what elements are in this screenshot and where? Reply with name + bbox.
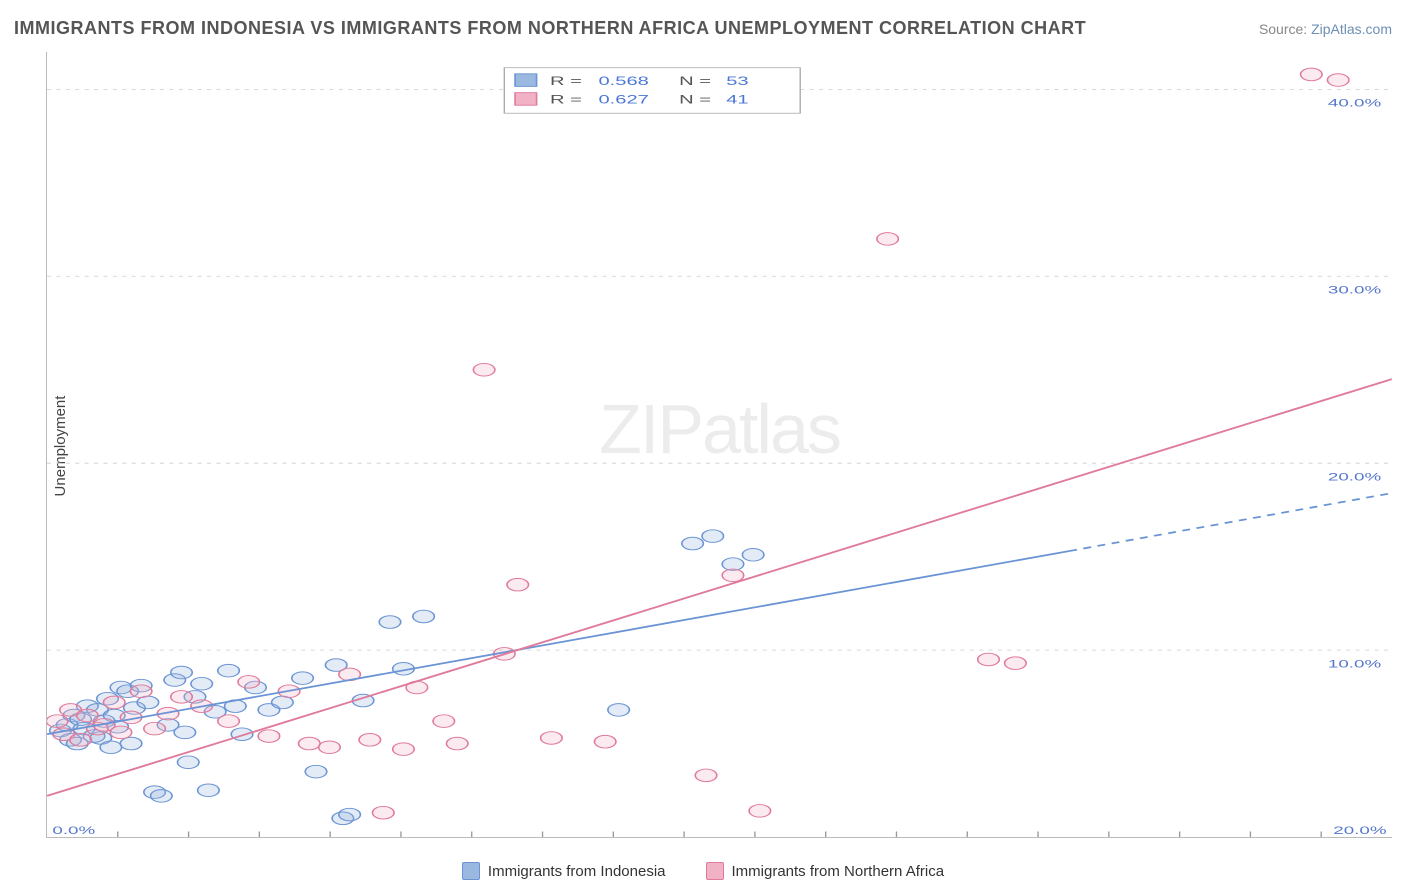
data-point-indonesia	[722, 558, 744, 571]
data-point-indonesia	[174, 726, 196, 739]
data-point-nafrica	[541, 732, 563, 745]
data-point-indonesia	[198, 784, 220, 797]
y-tick-label: 10.0%	[1328, 658, 1382, 670]
trendline-indonesia	[47, 551, 1069, 734]
y-tick-label: 20.0%	[1328, 471, 1382, 483]
legend-label-nafrica: Immigrants from Northern Africa	[732, 863, 945, 880]
source-attribution: Source: ZipAtlas.com	[1259, 21, 1392, 37]
data-point-indonesia	[120, 737, 142, 750]
stats-N-label: N =	[679, 94, 711, 107]
data-point-nafrica	[171, 691, 193, 704]
stats-R-value-nafrica: 0.627	[598, 94, 648, 107]
data-point-nafrica	[319, 741, 341, 754]
stats-N-label: N =	[679, 75, 711, 88]
x-tick-label: 0.0%	[52, 825, 95, 837]
data-point-nafrica	[110, 726, 132, 739]
data-point-nafrica	[238, 676, 260, 689]
data-point-nafrica	[446, 737, 468, 750]
scatter-plot-svg: 10.0% 20.0% 30.0% 40.0% R = 0.568 N = 53 R = 0.62…	[47, 52, 1392, 837]
stats-N-value-nafrica: 41	[726, 94, 748, 107]
y-tick-label: 40.0%	[1328, 97, 1382, 109]
stats-box	[504, 68, 800, 114]
data-point-indonesia	[379, 616, 401, 629]
data-point-nafrica	[722, 569, 744, 582]
data-point-indonesia	[608, 704, 630, 717]
data-point-nafrica	[359, 734, 381, 747]
x-tick-label: 20.0%	[1333, 825, 1387, 837]
stats-R-label: R =	[550, 75, 582, 88]
data-point-indonesia	[137, 696, 159, 709]
chart-container: IMMIGRANTS FROM INDONESIA VS IMMIGRANTS …	[0, 0, 1406, 892]
data-point-nafrica	[70, 734, 92, 747]
data-point-nafrica	[47, 715, 68, 728]
legend: Immigrants from Indonesia Immigrants fro…	[0, 862, 1406, 880]
data-point-indonesia	[305, 765, 327, 778]
data-point-indonesia	[702, 530, 724, 543]
source-label: Source:	[1259, 21, 1307, 37]
data-point-nafrica	[77, 709, 99, 722]
data-point-indonesia	[218, 664, 240, 677]
stats-R-value-indonesia: 0.568	[598, 75, 648, 88]
title-row: IMMIGRANTS FROM INDONESIA VS IMMIGRANTS …	[14, 18, 1392, 39]
data-point-indonesia	[272, 696, 294, 709]
y-tick-label: 30.0%	[1328, 284, 1382, 296]
data-point-nafrica	[258, 730, 280, 743]
data-point-nafrica	[130, 685, 152, 698]
stats-N-value-indonesia: 53	[726, 75, 748, 88]
legend-item-indonesia: Immigrants from Indonesia	[462, 862, 666, 880]
data-point-nafrica	[1301, 68, 1323, 81]
stats-swatch-nafrica	[515, 93, 537, 106]
data-point-nafrica	[978, 653, 1000, 666]
data-point-indonesia	[742, 548, 764, 561]
data-point-nafrica	[877, 233, 899, 246]
data-point-indonesia	[292, 672, 314, 685]
data-point-indonesia	[171, 666, 193, 679]
data-point-nafrica	[1327, 74, 1349, 87]
source-link[interactable]: ZipAtlas.com	[1311, 21, 1392, 37]
trendline-nafrica	[47, 379, 1392, 796]
data-point-nafrica	[299, 737, 321, 750]
legend-label-indonesia: Immigrants from Indonesia	[488, 863, 666, 880]
data-point-nafrica	[433, 715, 455, 728]
trendline-extrap-indonesia	[1069, 493, 1392, 551]
legend-swatch-nafrica	[706, 862, 724, 880]
data-point-indonesia	[339, 808, 361, 821]
data-point-nafrica	[1005, 657, 1027, 670]
data-point-indonesia	[191, 677, 213, 690]
data-point-indonesia	[151, 790, 173, 803]
data-point-indonesia	[413, 610, 435, 623]
chart-title: IMMIGRANTS FROM INDONESIA VS IMMIGRANTS …	[14, 18, 1086, 39]
data-point-nafrica	[695, 769, 717, 782]
data-point-nafrica	[103, 696, 125, 709]
plot-area: ZIPatlas 10.0%20.0%30.0%40.0%R =0.568N =…	[46, 52, 1392, 838]
legend-swatch-indonesia	[462, 862, 480, 880]
data-point-nafrica	[594, 735, 616, 748]
stats-R-label: R =	[550, 94, 582, 107]
data-point-nafrica	[393, 743, 415, 756]
data-point-nafrica	[372, 806, 394, 819]
data-point-nafrica	[507, 578, 529, 591]
data-point-nafrica	[473, 363, 495, 376]
data-point-indonesia	[100, 741, 122, 754]
legend-item-nafrica: Immigrants from Northern Africa	[706, 862, 945, 880]
data-point-nafrica	[749, 805, 771, 818]
data-point-indonesia	[177, 756, 199, 769]
data-point-nafrica	[218, 715, 240, 728]
data-point-nafrica	[144, 722, 166, 735]
data-point-indonesia	[682, 537, 704, 550]
stats-swatch-indonesia	[515, 74, 537, 87]
